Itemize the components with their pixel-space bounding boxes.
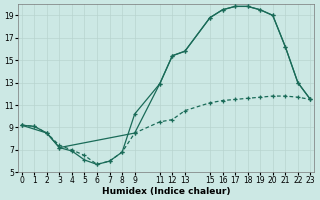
X-axis label: Humidex (Indice chaleur): Humidex (Indice chaleur) <box>102 187 230 196</box>
